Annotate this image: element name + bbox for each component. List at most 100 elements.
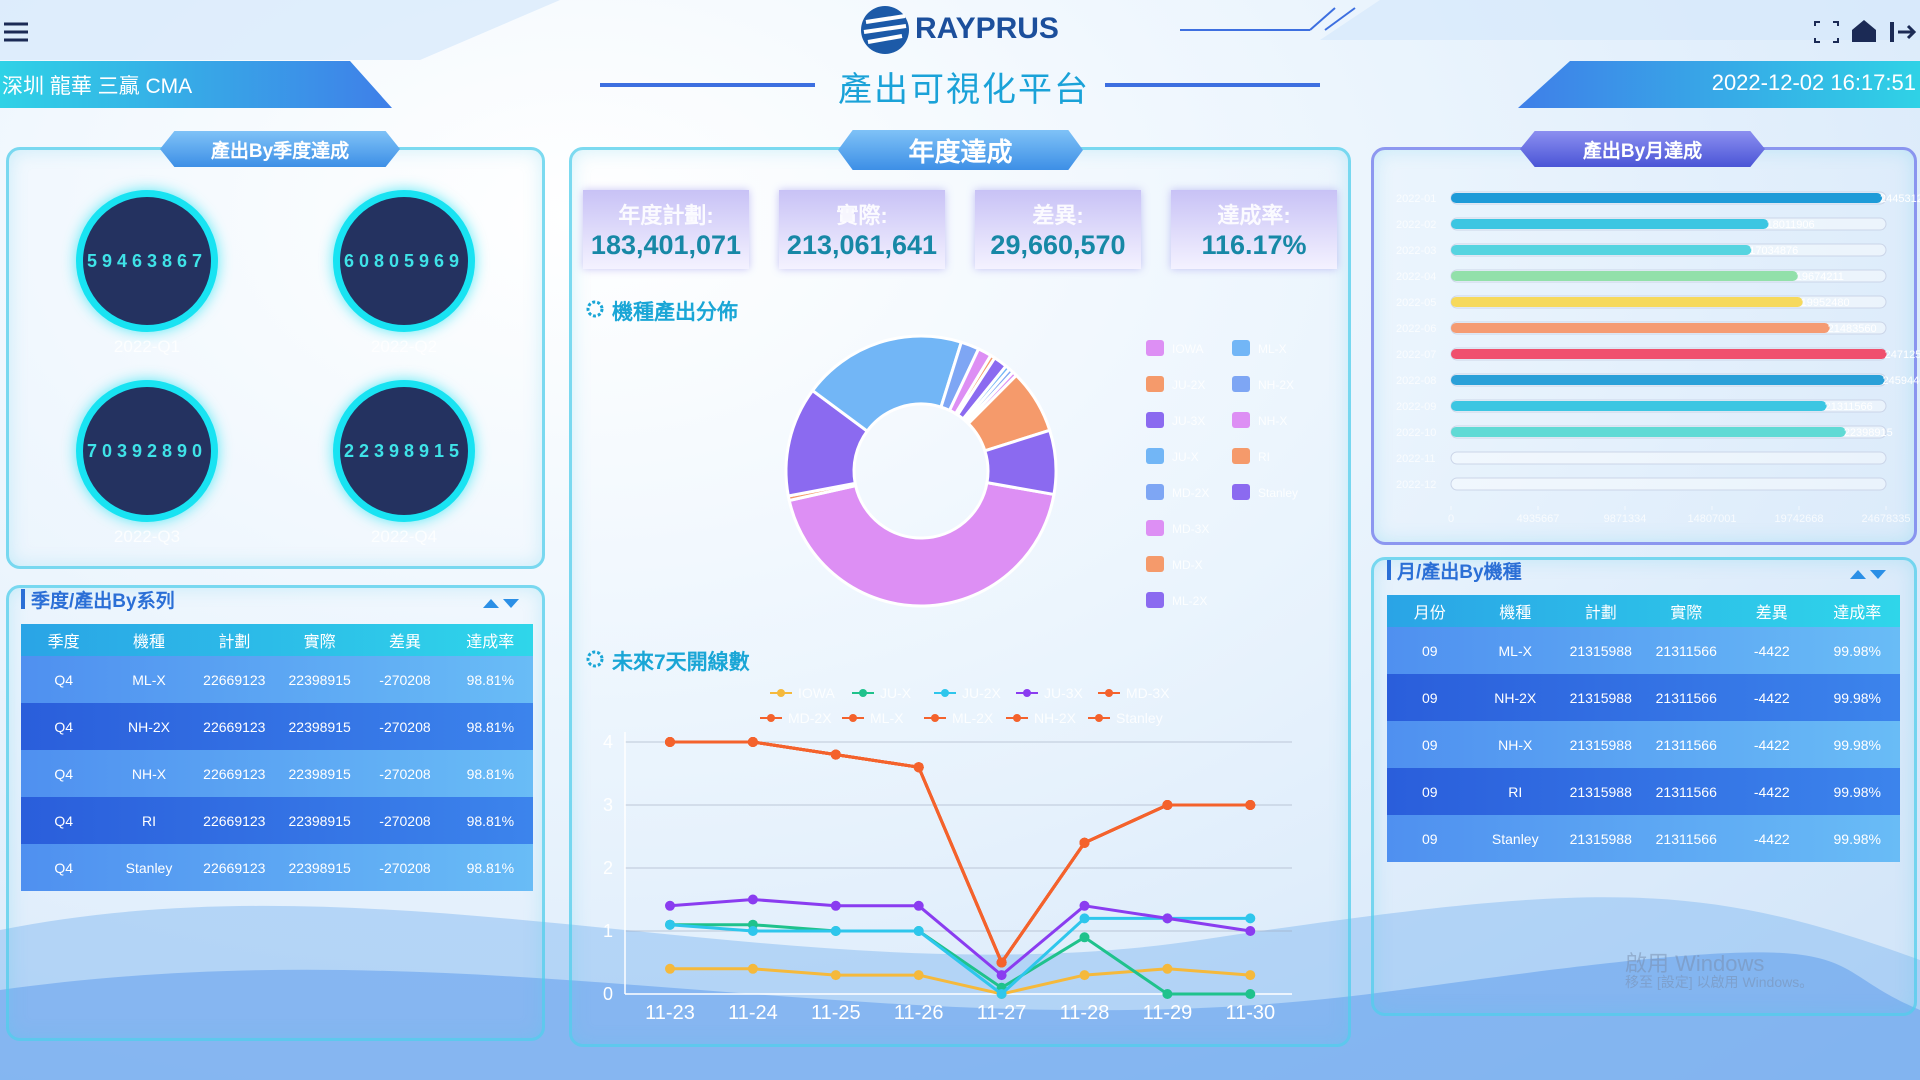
table-cell: -4422 [1753, 736, 1790, 753]
bar-value-label: 21311566 [1825, 401, 1873, 413]
kpi-value: 29,660,570 [990, 230, 1126, 260]
bar [1451, 375, 1885, 385]
series-point [747, 894, 758, 905]
legend-swatch [1146, 376, 1164, 392]
category-label: 2022-11 [1396, 453, 1436, 465]
x-tick-label: 24678335 [1862, 513, 1911, 525]
table-row: Q4 RI 22669123 22398915 -270208 98.81% [21, 797, 533, 844]
quarter-label: 2022-Q2 [370, 337, 438, 356]
bar-value-label: 22398915 [1844, 427, 1893, 439]
legend-label: NH-X [1258, 414, 1287, 428]
legend-label: JU-X [1172, 450, 1199, 464]
series-point [996, 970, 1007, 981]
series-point [1162, 989, 1173, 999]
legend-swatch [1146, 412, 1164, 428]
y-tick-label: 4 [603, 732, 613, 752]
legend-label: IOWA [1172, 342, 1204, 356]
quarter-label: 2022-Q3 [113, 527, 181, 546]
section-icon [586, 650, 604, 668]
table-cell: -270208 [379, 718, 431, 735]
table-cell: 09 [1421, 830, 1438, 847]
table-cell: 22669123 [203, 812, 266, 829]
table-cell: Q4 [54, 671, 73, 688]
table-cell: NH-2X [1494, 689, 1537, 706]
table-cell: -4422 [1753, 689, 1790, 706]
category-label: 2022-02 [1396, 219, 1436, 231]
legend-dot [1023, 689, 1031, 697]
table-cell: 22398915 [288, 859, 351, 876]
table-cell: -270208 [379, 671, 431, 688]
bar-value-label: 24594402 [1883, 375, 1920, 387]
bar [1451, 349, 1887, 359]
watermark-title: 啟用 Windows [1625, 951, 1765, 976]
legend-swatch [1146, 340, 1164, 356]
bar [1451, 219, 1769, 229]
legend-label: MD-3X [1126, 685, 1170, 701]
table-row: Q4 Stanley 22669123 22398915 -270208 98.81% [21, 844, 533, 891]
column-header: 達成率 [1833, 605, 1882, 622]
legend-swatch [1146, 592, 1164, 608]
series-point [1079, 970, 1090, 981]
table-cell: 09 [1421, 689, 1438, 706]
page-title: 產出可視化平台 [838, 71, 1090, 109]
legend-label: JU-3X [1044, 685, 1084, 701]
column-header: 達成率 [466, 634, 515, 651]
series-point [1245, 989, 1256, 999]
kpi-value: 116.17% [1201, 230, 1307, 260]
pie-slice [983, 428, 1058, 497]
category-label: 2022-01 [1396, 193, 1436, 205]
category-label: 2022-04 [1396, 271, 1436, 283]
bar-value-label: 19674211 [1796, 271, 1844, 283]
section-icon [586, 300, 604, 318]
table-cell: -4422 [1753, 783, 1790, 800]
legend-label: ML-2X [1172, 594, 1207, 608]
kpi-label: 實際: [836, 203, 888, 228]
table-cell: 21315988 [1569, 736, 1632, 753]
legend-label: NH-2X [1258, 378, 1294, 392]
section-title: 未來7天開線數 [612, 651, 750, 674]
series-line [669, 916, 1251, 996]
x-tick-label: 14807001 [1688, 513, 1737, 525]
table-cell: 09 [1421, 736, 1438, 753]
series-line [670, 923, 1251, 996]
table-row: 09 ML-X 21315988 21311566 -4422 99.98% [1387, 627, 1900, 674]
table-cell: ML-X [132, 671, 166, 688]
bar [1451, 271, 1798, 281]
table-cell: 22398915 [288, 765, 351, 782]
legend-dot [849, 714, 857, 722]
table: 季度 機種 計劃 實際 差異 達成率 Q4 ML-X 22669123 22398915 -2702… [21, 624, 533, 891]
column-header: 差異 [388, 634, 421, 651]
table: 月份 機種 計劃 實際 差異 達成率 09 ML-X 21315988 21311566 -4422… [1387, 595, 1900, 862]
legend-swatch [1146, 448, 1164, 464]
legend-dot [1105, 689, 1113, 697]
table-row: 09 RI 21315988 21311566 -4422 99.98% [1387, 768, 1900, 815]
column-header: 計劃 [1584, 605, 1617, 622]
table-cell: NH-X [1498, 736, 1533, 753]
table-row: Q4 NH-2X 22669123 22398915 -270208 98.81% [21, 703, 533, 750]
x-tick-label: 11-25 [811, 1002, 861, 1024]
bar [1451, 245, 1752, 255]
series-point [747, 737, 758, 747]
table-cell: 98.81% [466, 812, 515, 829]
table-cell: -270208 [379, 765, 431, 782]
x-tick-label: 11-23 [645, 1002, 695, 1024]
table-row: Q4 NH-X 22669123 22398915 -270208 98.81% [21, 750, 533, 797]
series-line [670, 967, 1251, 996]
table-cell: 21315988 [1569, 783, 1632, 800]
series-point [1079, 900, 1090, 911]
bar-value-label: 24712567 [1885, 349, 1920, 361]
legend-label: MD-2X [788, 710, 832, 726]
sort-up [483, 599, 499, 608]
series-point [830, 749, 841, 760]
watermark-text: 移至 [設定] 以啟用 Windows。 [1625, 974, 1814, 990]
series-point [1162, 963, 1173, 974]
legend-label: JU-2X [1172, 378, 1205, 392]
category-label: 2022-09 [1396, 401, 1436, 413]
series-point [665, 737, 675, 747]
quarter-value: 60805969 [333, 190, 475, 332]
table-cell: Q4 [54, 718, 73, 735]
table-cell: 22669123 [203, 671, 266, 688]
sort-down [1870, 570, 1886, 579]
table-cell: -4422 [1753, 642, 1790, 659]
